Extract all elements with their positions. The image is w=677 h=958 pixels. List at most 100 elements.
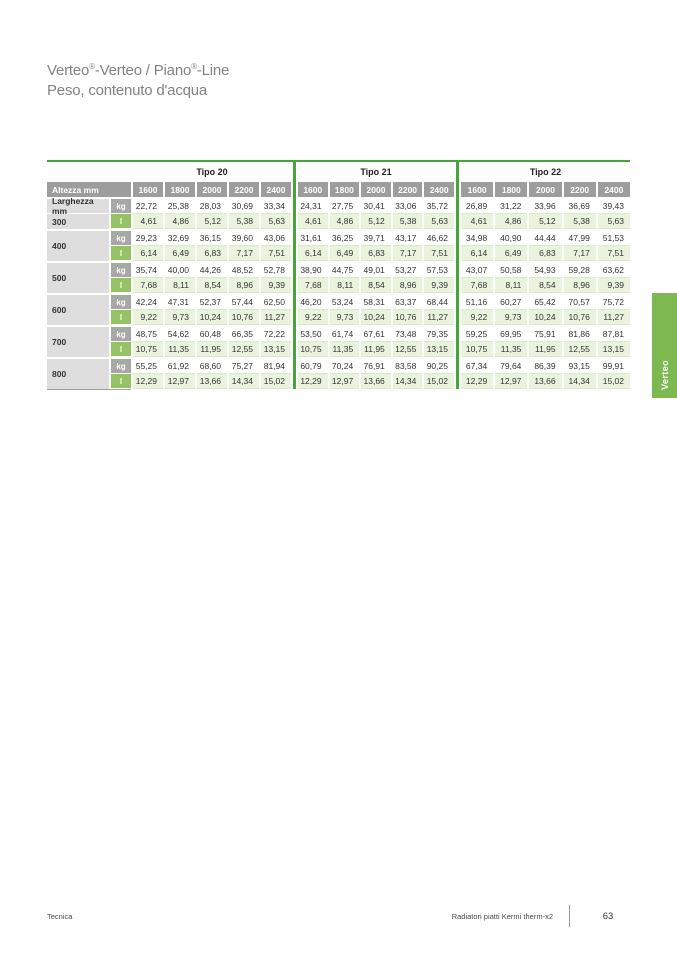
- section-values: 60,79 70,24 76,91 83,58 90,25: [298, 359, 454, 374]
- footer-catalog-label: Radiatori piatti Kermi therm-x2: [451, 911, 553, 921]
- col-header: 1800: [329, 182, 360, 197]
- value-cell: 11,35: [165, 342, 195, 357]
- value-cell: 12,29: [461, 374, 494, 389]
- section-title: Tipo 21: [360, 166, 392, 177]
- value-cell: 9,39: [424, 278, 454, 293]
- value-cell: 6,14: [461, 246, 494, 261]
- value-cell: 10,24: [361, 310, 391, 325]
- section-values: 10,75 11,35 11,95 12,55 13,15: [298, 342, 454, 357]
- col-header-group: 1600 1800 2000 2200 2400: [298, 182, 454, 197]
- col-header: 2400: [424, 182, 454, 197]
- value-cell: 75,27: [229, 359, 259, 374]
- value-cell: 6,49: [165, 246, 195, 261]
- value-cell: 31,22: [495, 199, 528, 214]
- value-cell: 4,61: [461, 214, 494, 229]
- weight-data-row: kg 22,72 25,38 28,03 30,69 33,34 24,31 27,75 30,…: [109, 199, 631, 214]
- value-cell: 75,91: [529, 327, 562, 342]
- value-cell: 9,39: [261, 278, 291, 293]
- unit-badge: l: [111, 214, 131, 229]
- value-cell: 50,58: [495, 263, 528, 278]
- value-cell: 51,16: [461, 295, 494, 310]
- value-cell: 34,98: [461, 231, 494, 246]
- value-cell: 8,54: [529, 278, 562, 293]
- section-values: 59,25 69,95 75,91 81,86 87,81: [461, 327, 631, 342]
- table-row-pair: 800 kg 55,25 61,92 68,60 75,27 81,94 60,79 70,24…: [47, 359, 631, 389]
- page-title-line1: Verteo®-Verteo / Piano®-Line: [47, 62, 230, 79]
- value-cell: 44,44: [529, 231, 562, 246]
- value-cell: 40,90: [495, 231, 528, 246]
- col-header: 1600: [461, 182, 494, 197]
- value-cell: 7,68: [298, 278, 328, 293]
- value-cell: 6,49: [495, 246, 528, 261]
- section-title: Tipo 20: [196, 166, 228, 177]
- section-values: 12,29 12,97 13,66 14,34 15,02: [298, 374, 454, 389]
- section-values: 6,14 6,49 6,83 7,17 7,51: [298, 246, 454, 261]
- page-title: Verteo®-Verteo / Piano®-Line Peso, conte…: [47, 61, 229, 101]
- value-cell: 7,17: [563, 246, 596, 261]
- value-cell: 12,97: [495, 374, 528, 389]
- unit-badge: kg: [111, 359, 131, 374]
- value-cell: 28,03: [197, 199, 227, 214]
- value-cell: 6,14: [298, 246, 328, 261]
- value-cell: 36,25: [329, 231, 360, 246]
- value-cell: 5,12: [361, 214, 391, 229]
- value-cell: 42,24: [133, 295, 163, 310]
- section-values: 6,14 6,49 6,83 7,17 7,51: [133, 246, 291, 261]
- value-cell: 93,15: [563, 359, 596, 374]
- side-tab-label: Verteo: [659, 360, 670, 390]
- section-divider-line: [293, 162, 296, 389]
- unit-badge: kg: [111, 231, 131, 246]
- water-content-data-row: l 6,14 6,49 6,83 7,17 7,51 6,14 6,49 6,83 7,17 7,5…: [109, 246, 631, 261]
- value-cell: 67,34: [461, 359, 494, 374]
- table-row-pair: 500 kg 35,74 40,00 44,26 48,52 52,78 38,90 44,75…: [47, 263, 631, 293]
- section-values: 46,20 53,24 58,31 63,37 68,44: [298, 295, 454, 310]
- col-header-group: 1600 1800 2000 2200 2400: [461, 182, 631, 197]
- value-cell: 13,15: [424, 342, 454, 357]
- unit-badge: kg: [111, 199, 131, 214]
- value-cell: 36,69: [563, 199, 596, 214]
- value-cell: 44,26: [197, 263, 227, 278]
- value-cell: 35,72: [424, 199, 454, 214]
- value-cell: 79,64: [495, 359, 528, 374]
- weight-data-row: kg 55,25 61,92 68,60 75,27 81,94 60,79 70,24 76,…: [109, 359, 631, 374]
- section-values: 24,31 27,75 30,41 33,06 35,72: [298, 199, 454, 214]
- footer-section-label: Tecnica: [47, 911, 73, 921]
- row-pair-body: kg 35,74 40,00 44,26 48,52 52,78 38,90 44,75 49,…: [109, 263, 631, 293]
- value-cell: 59,28: [563, 263, 596, 278]
- section-values: 12,29 12,97 13,66 14,34 15,02: [133, 374, 291, 389]
- col-header: 2200: [229, 182, 259, 197]
- row-label: 500: [47, 263, 109, 293]
- value-cell: 26,89: [461, 199, 494, 214]
- water-content-data-row: l 9,22 9,73 10,24 10,76 11,27 9,22 9,73 10,24 10,…: [109, 310, 631, 325]
- value-cell: 69,95: [495, 327, 528, 342]
- value-cell: 6,49: [329, 246, 360, 261]
- weight-water-content-table: Tipo 20 Tipo 21 Tipo 22 Altezza mm 1600 1800 2…: [47, 160, 631, 390]
- row-pair-body: kg 29,23 32,69 36,15 39,60 43,06 31,61 36,25 39,…: [109, 231, 631, 261]
- value-cell: 29,23: [133, 231, 163, 246]
- value-cell: 7,51: [424, 246, 454, 261]
- value-cell: 5,38: [392, 214, 423, 229]
- col-header-group: 1600 1800 2000 2200 2400: [133, 182, 291, 197]
- value-cell: 10,24: [529, 310, 562, 325]
- value-cell: 61,74: [329, 327, 360, 342]
- value-cell: 12,29: [133, 374, 163, 389]
- value-cell: 8,54: [197, 278, 227, 293]
- value-cell: 60,27: [495, 295, 528, 310]
- value-cell: 4,86: [329, 214, 360, 229]
- value-cell: 10,75: [461, 342, 494, 357]
- value-cell: 60,48: [197, 327, 227, 342]
- value-cell: 54,93: [529, 263, 562, 278]
- unit-badge: l: [111, 310, 131, 325]
- row-label: 700: [47, 327, 109, 357]
- section-values: 4,61 4,86 5,12 5,38 5,63: [298, 214, 454, 229]
- value-cell: 7,68: [461, 278, 494, 293]
- value-cell: 63,37: [392, 295, 423, 310]
- value-cell: 13,66: [529, 374, 562, 389]
- value-cell: 15,02: [424, 374, 454, 389]
- unit-badge: l: [111, 342, 131, 357]
- value-cell: 12,97: [329, 374, 360, 389]
- weight-data-row: kg 29,23 32,69 36,15 39,60 43,06 31,61 36,25 39,…: [109, 231, 631, 246]
- value-cell: 73,48: [392, 327, 423, 342]
- value-cell: 11,95: [197, 342, 227, 357]
- value-cell: 9,22: [298, 310, 328, 325]
